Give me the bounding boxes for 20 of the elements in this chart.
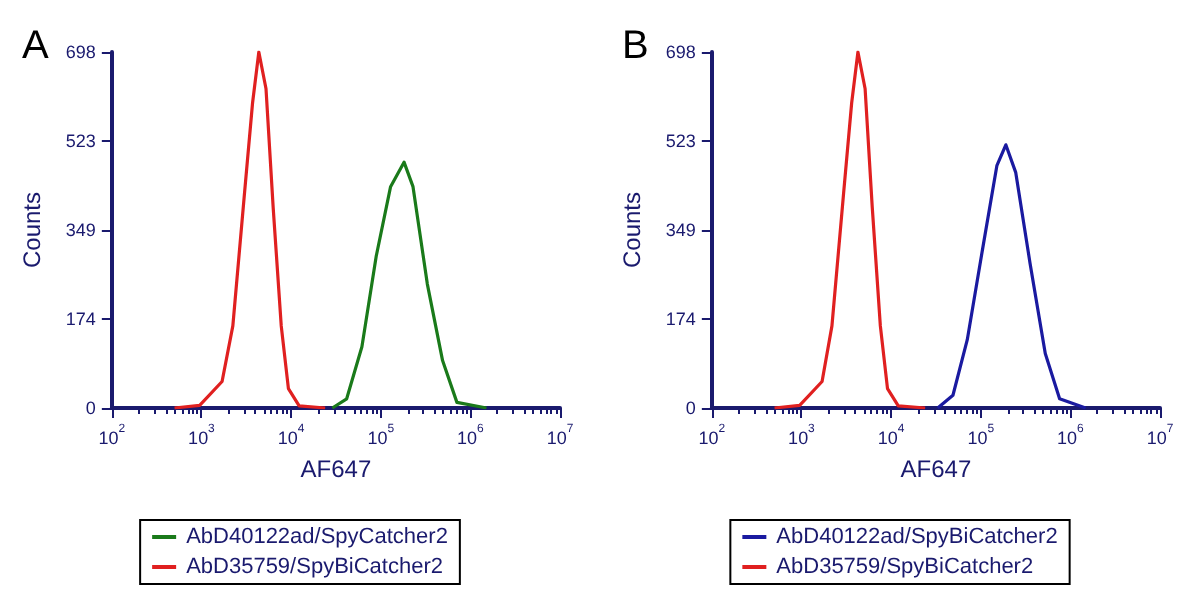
y-tick-label: 698 (665, 42, 696, 62)
y-tick-label: 0 (685, 398, 696, 418)
x-axis-title: AF647 (900, 454, 972, 483)
y-tick-label: 349 (65, 220, 96, 240)
chart-title: A (22, 24, 50, 68)
y-axis-title: Counts (18, 191, 46, 269)
legend-label: AbD35759/SpyBiCatcher2 (186, 555, 443, 579)
x-axis-title: AF647 (300, 454, 372, 483)
y-axis-title: Counts (618, 191, 646, 269)
y-tick-label: 698 (65, 42, 96, 62)
y-tick-label: 523 (65, 131, 96, 152)
chart-title: B (622, 24, 649, 68)
legend-label: AbD40122ad/SpyBiCatcher2 (776, 525, 1058, 549)
y-tick-label: 174 (665, 309, 696, 330)
legend-label: AbD40122ad/SpyCatcher2 (186, 525, 448, 549)
y-tick-label: 174 (65, 309, 96, 330)
legend-label: AbD35759/SpyBiCatcher2 (776, 555, 1034, 579)
y-tick-label: 523 (665, 131, 696, 152)
y-tick-label: 349 (665, 220, 696, 240)
y-tick-label: 0 (85, 398, 96, 418)
